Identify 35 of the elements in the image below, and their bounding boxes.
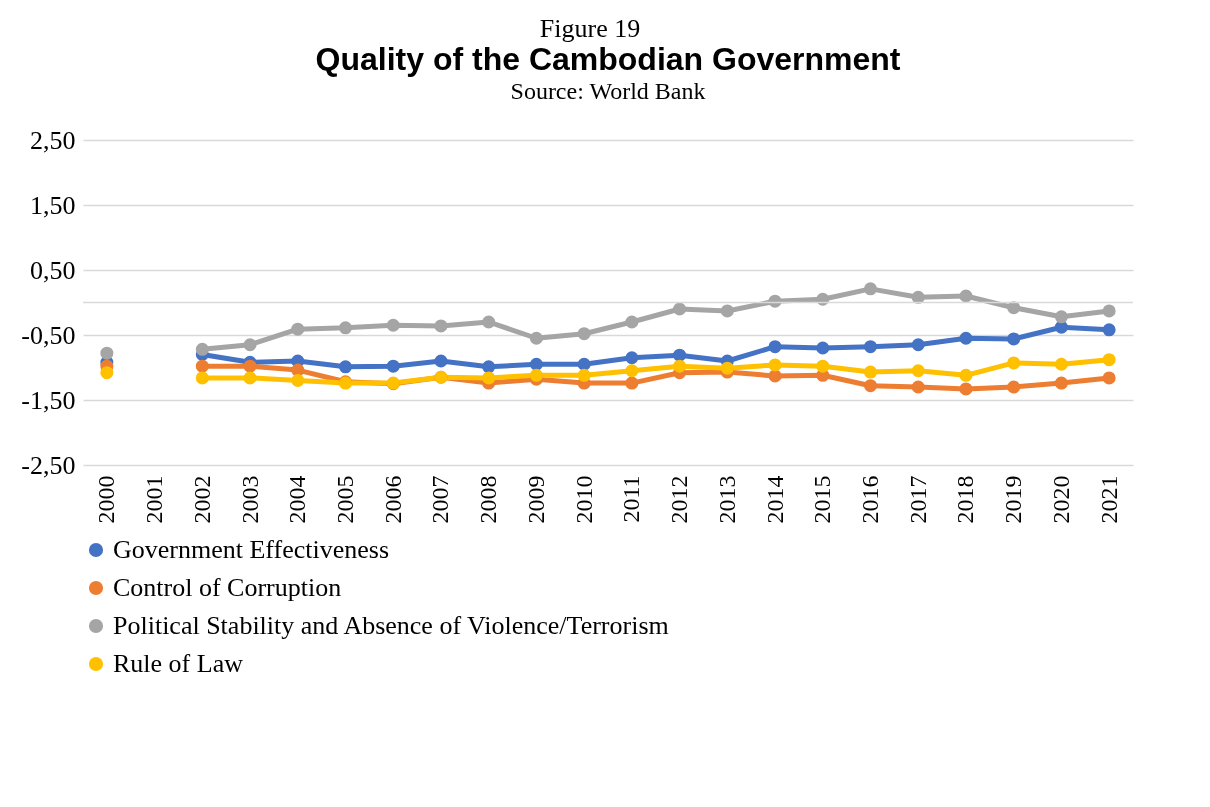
legend-label: Political Stability and Absence of Violence/Terrorism [113,611,669,640]
x-tick-label: 2020 [1047,475,1074,524]
y-tick-label: 0,50 [30,255,76,285]
x-tick-label: 2007 [427,475,454,524]
x-tick-label: 2013 [713,475,740,524]
x-tick-label: 2005 [332,475,358,524]
x-tick-label: 2019 [1000,475,1027,524]
x-tick-label: 2003 [236,475,263,524]
caption: Figure 19 [538,14,642,44]
x-tick-label: 2006 [379,475,406,524]
chart-title: Quality of the Cambodian Government [315,41,901,77]
y-tick-label: -0,50 [21,320,76,350]
x-tick-label: 2021 [1095,475,1122,524]
chart-subtitle: Source: World Bank [510,78,706,104]
x-tick-label: 2009 [522,475,549,524]
x-tick-label: 2008 [475,475,502,524]
y-tick-label: -1,50 [21,385,76,415]
x-tick-label: 2000 [93,475,120,524]
legend-label: Government Effectiveness [113,535,390,564]
x-tick-label: 2002 [188,475,215,524]
x-tick-label: 2001 [141,475,168,524]
x-tick-label: 2015 [809,475,836,524]
x-tick-label: 2012 [666,475,693,524]
y-tick-label: 1,50 [30,190,76,220]
x-tick-label: 2016 [857,475,883,524]
x-tick-label: 2004 [284,475,311,524]
y-tick-label: -2,50 [21,450,76,480]
y-tick-label: 2,50 [30,125,76,155]
x-tick-label: 2010 [570,475,597,524]
x-tick-label: 2018 [952,475,979,524]
x-tick-label: 2017 [904,475,931,524]
legend-label: Rule of Law [113,649,244,678]
legend-label: Control of Corruption [113,573,342,602]
x-tick-label: 2011 [618,475,645,523]
x-tick-label: 2014 [761,475,788,524]
